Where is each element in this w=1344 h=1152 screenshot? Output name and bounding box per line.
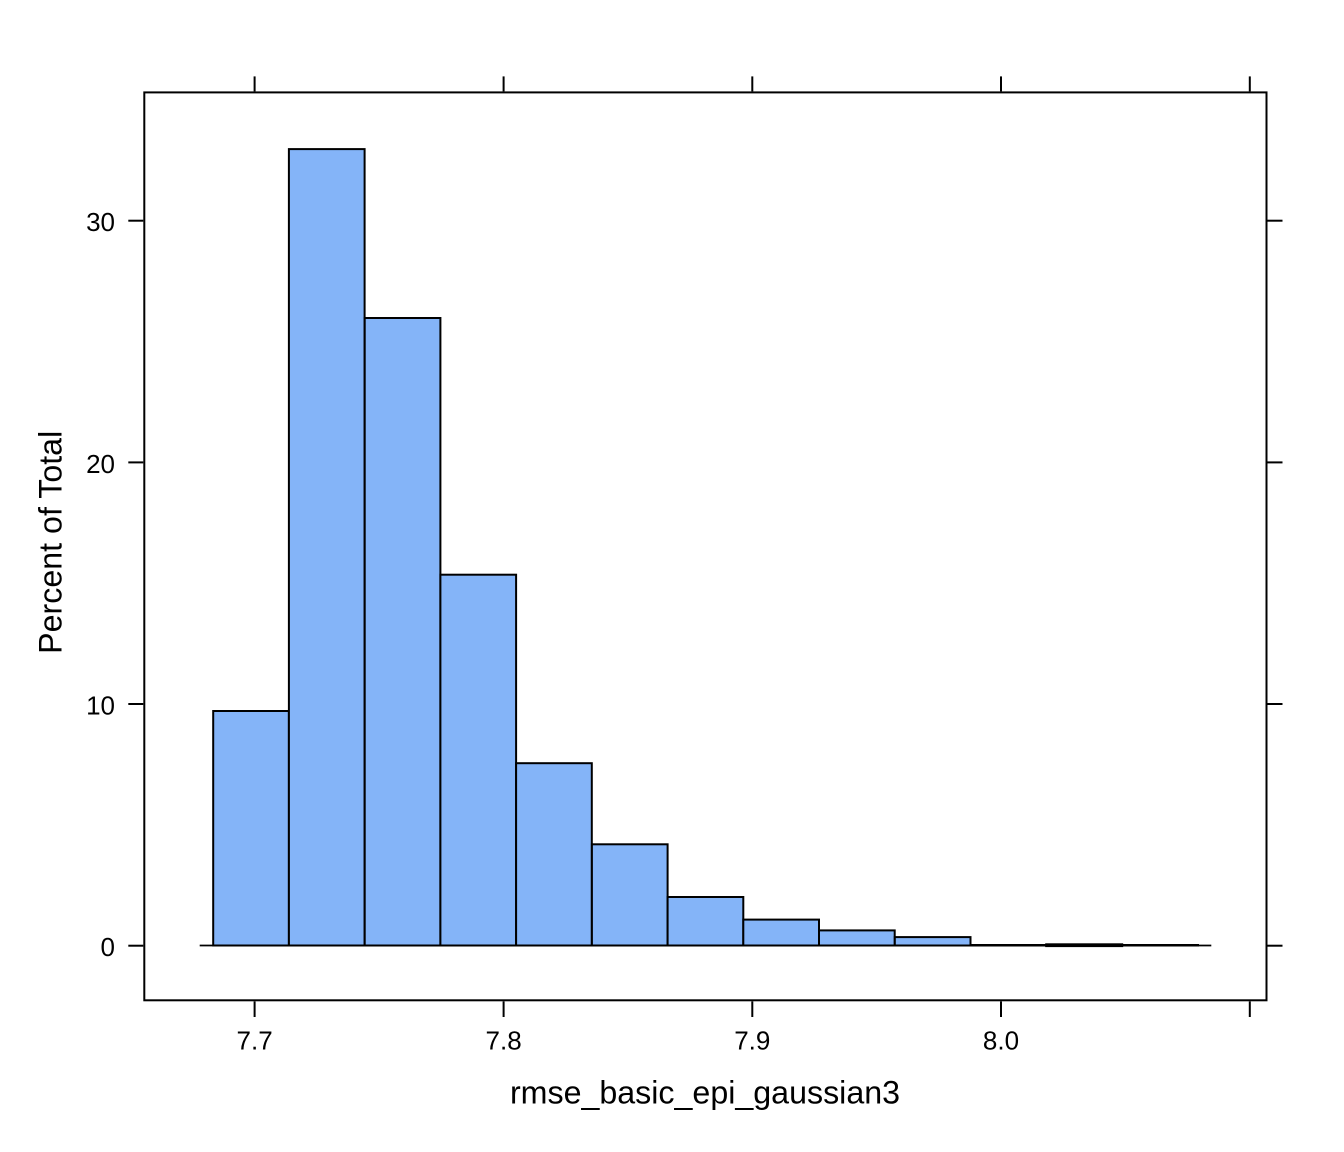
svg-text:7.9: 7.9 [734, 1026, 770, 1056]
svg-text:30: 30 [86, 207, 115, 237]
svg-text:rmse_basic_epi_gaussian3: rmse_basic_epi_gaussian3 [510, 1075, 900, 1111]
svg-text:Percent of Total: Percent of Total [33, 431, 69, 654]
svg-text:10: 10 [86, 690, 115, 720]
svg-text:7.7: 7.7 [237, 1026, 273, 1056]
svg-text:7.8: 7.8 [486, 1026, 522, 1056]
svg-text:0: 0 [101, 932, 115, 962]
svg-text:20: 20 [86, 449, 115, 479]
svg-text:8.0: 8.0 [983, 1026, 1019, 1056]
